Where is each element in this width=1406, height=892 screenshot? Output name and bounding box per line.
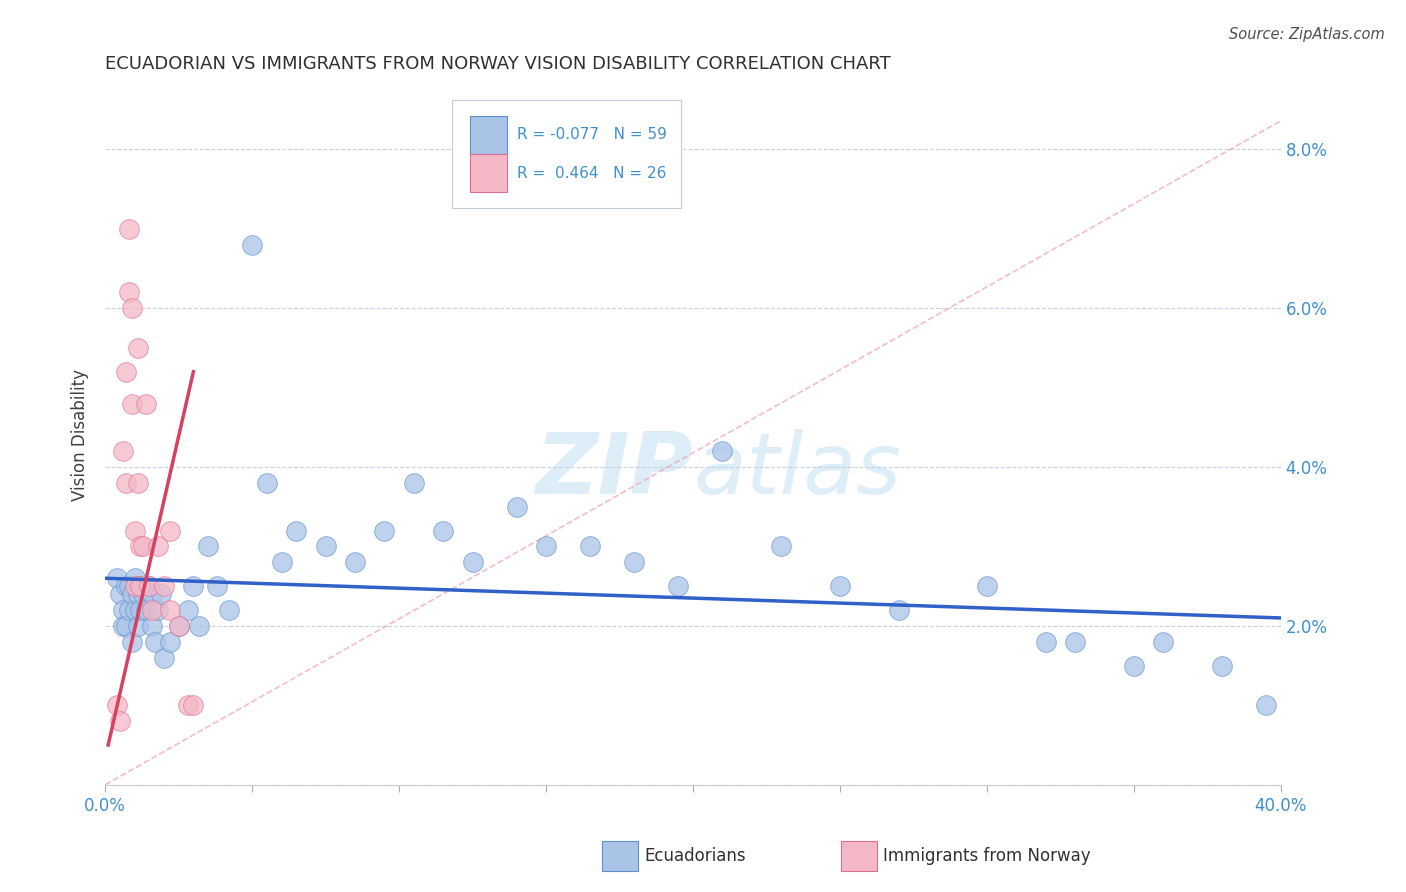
Point bbox=[159, 603, 181, 617]
Point bbox=[828, 579, 851, 593]
FancyBboxPatch shape bbox=[453, 100, 682, 208]
Point bbox=[114, 475, 136, 490]
Point bbox=[505, 500, 527, 514]
Point bbox=[167, 619, 190, 633]
Point bbox=[111, 603, 134, 617]
Point bbox=[127, 619, 149, 633]
Point bbox=[188, 619, 211, 633]
Point bbox=[1211, 658, 1233, 673]
Point bbox=[124, 571, 146, 585]
Point bbox=[124, 524, 146, 538]
Point bbox=[132, 540, 155, 554]
Point bbox=[711, 444, 734, 458]
Point bbox=[105, 698, 128, 713]
Point bbox=[146, 540, 169, 554]
Point bbox=[183, 698, 205, 713]
Point bbox=[127, 587, 149, 601]
Point bbox=[141, 587, 163, 601]
FancyBboxPatch shape bbox=[470, 116, 508, 153]
Point bbox=[461, 555, 484, 569]
Point bbox=[111, 444, 134, 458]
Text: Ecuadorians: Ecuadorians bbox=[644, 847, 745, 865]
Point bbox=[256, 475, 278, 490]
Point bbox=[402, 475, 425, 490]
Point bbox=[623, 555, 645, 569]
Point bbox=[111, 619, 134, 633]
Point bbox=[121, 396, 143, 410]
Point bbox=[373, 524, 395, 538]
Point bbox=[159, 634, 181, 648]
Text: ZIP: ZIP bbox=[536, 429, 693, 512]
Point bbox=[770, 540, 793, 554]
Point bbox=[344, 555, 367, 569]
Point bbox=[666, 579, 689, 593]
Point bbox=[159, 524, 181, 538]
Point bbox=[1152, 634, 1174, 648]
Point bbox=[129, 540, 152, 554]
Point bbox=[121, 634, 143, 648]
Point bbox=[534, 540, 557, 554]
Point bbox=[132, 587, 155, 601]
Point bbox=[205, 579, 228, 593]
Point bbox=[135, 396, 157, 410]
Point bbox=[114, 365, 136, 379]
Point bbox=[432, 524, 454, 538]
Point bbox=[1064, 634, 1087, 648]
Point bbox=[315, 540, 337, 554]
Point bbox=[153, 579, 176, 593]
Point bbox=[138, 579, 160, 593]
Text: Immigrants from Norway: Immigrants from Norway bbox=[883, 847, 1091, 865]
Point bbox=[176, 698, 198, 713]
Point bbox=[118, 579, 141, 593]
Text: R =  0.464   N = 26: R = 0.464 N = 26 bbox=[516, 166, 666, 181]
Text: ECUADORIAN VS IMMIGRANTS FROM NORWAY VISION DISABILITY CORRELATION CHART: ECUADORIAN VS IMMIGRANTS FROM NORWAY VIS… bbox=[105, 55, 891, 73]
Point bbox=[127, 475, 149, 490]
Y-axis label: Vision Disability: Vision Disability bbox=[72, 369, 89, 501]
Point bbox=[127, 341, 149, 355]
FancyBboxPatch shape bbox=[470, 154, 508, 192]
Point bbox=[129, 603, 152, 617]
Point bbox=[270, 555, 292, 569]
Point bbox=[176, 603, 198, 617]
Point bbox=[579, 540, 602, 554]
Point bbox=[135, 603, 157, 617]
Point bbox=[108, 587, 131, 601]
Text: R = -0.077   N = 59: R = -0.077 N = 59 bbox=[516, 128, 666, 142]
Point bbox=[129, 579, 152, 593]
Point bbox=[887, 603, 910, 617]
Point bbox=[153, 650, 176, 665]
Point bbox=[121, 301, 143, 316]
Point bbox=[129, 579, 152, 593]
Point bbox=[124, 579, 146, 593]
Point bbox=[141, 603, 163, 617]
Point bbox=[167, 619, 190, 633]
Point bbox=[143, 634, 166, 648]
Text: atlas: atlas bbox=[693, 429, 901, 512]
Point bbox=[1035, 634, 1057, 648]
Point bbox=[197, 540, 219, 554]
Point bbox=[150, 587, 173, 601]
Point bbox=[114, 619, 136, 633]
Point bbox=[976, 579, 998, 593]
Point bbox=[114, 579, 136, 593]
Point bbox=[108, 714, 131, 729]
Point bbox=[183, 579, 205, 593]
Point bbox=[218, 603, 240, 617]
Point bbox=[138, 579, 160, 593]
Point bbox=[105, 571, 128, 585]
Point bbox=[118, 285, 141, 300]
Point bbox=[121, 587, 143, 601]
Point bbox=[240, 237, 263, 252]
Point bbox=[1122, 658, 1144, 673]
Point bbox=[146, 603, 169, 617]
Point bbox=[118, 221, 141, 235]
Point bbox=[141, 619, 163, 633]
Text: Source: ZipAtlas.com: Source: ZipAtlas.com bbox=[1229, 27, 1385, 42]
Point bbox=[285, 524, 308, 538]
Point bbox=[1256, 698, 1278, 713]
Point bbox=[124, 603, 146, 617]
Point bbox=[118, 603, 141, 617]
